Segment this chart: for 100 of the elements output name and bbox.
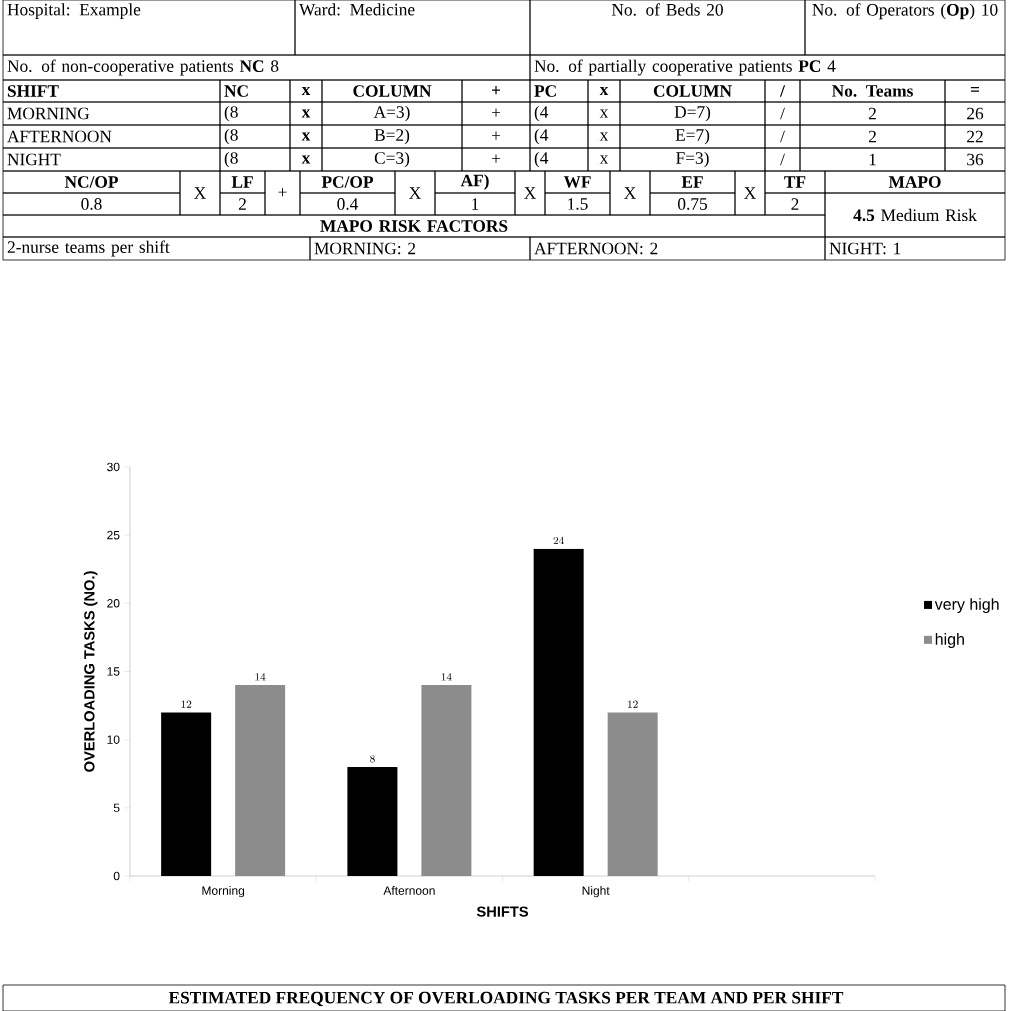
text: x — [301, 109, 311, 118]
text: AF) — [460, 174, 489, 190]
text: A=3) — [373, 105, 410, 122]
data-label: 8 — [370, 755, 375, 763]
text: x — [301, 132, 311, 141]
text: C=3) — [374, 151, 410, 168]
bar — [421, 685, 472, 877]
text: x — [301, 155, 311, 164]
text: 2-nurse teams per shift — [7, 240, 170, 257]
text: Ward: Medicine — [299, 3, 415, 16]
text: x — [599, 132, 609, 141]
text: X — [194, 187, 206, 199]
text: 2 — [238, 198, 246, 210]
text: 22 — [967, 130, 983, 143]
text: MORNING — [7, 107, 90, 120]
x-tick-label: Morning — [202, 886, 245, 898]
text: x — [301, 87, 311, 95]
x-axis-title: SHIFTS — [476, 906, 529, 917]
text: (4 — [534, 151, 549, 168]
text: X — [409, 187, 421, 199]
data-label: 12 — [181, 700, 192, 708]
text: Hospital: Example — [7, 3, 141, 19]
text: x — [599, 155, 609, 164]
data-label: 14 — [441, 673, 452, 681]
text: PC/OP — [321, 176, 374, 188]
data-label: 24 — [553, 536, 564, 545]
x-tick-label: Night — [582, 886, 610, 898]
text: 2 — [868, 107, 876, 120]
y-tick-label: 20 — [107, 599, 120, 608]
text: 1.5 — [568, 198, 588, 210]
text: NIGHT — [7, 153, 61, 166]
text: WF — [563, 176, 591, 188]
text: 0.4 — [337, 198, 359, 210]
text: 1 — [472, 198, 479, 210]
text: 2 — [868, 130, 876, 143]
text: 26 — [967, 107, 984, 120]
y-tick-label: 10 — [107, 735, 120, 744]
y-tick-label: 25 — [107, 530, 120, 540]
legend-label: high — [935, 633, 964, 648]
text: NC/OP — [64, 176, 118, 188]
text: / — [780, 153, 785, 166]
text: + — [491, 108, 501, 117]
bar — [161, 712, 212, 877]
text: TF — [784, 176, 806, 188]
text: + — [491, 131, 501, 140]
text: D=7) — [674, 105, 711, 122]
data-label: 14 — [255, 673, 266, 681]
text: No. of Beds 20 — [611, 3, 723, 16]
text: = — [970, 86, 979, 92]
text: X — [624, 187, 636, 199]
text: / — [780, 107, 785, 120]
text: MAPO — [888, 176, 941, 188]
text: x — [599, 87, 609, 95]
text: 1 — [869, 153, 876, 166]
text: COLUMN — [353, 85, 432, 97]
bar — [235, 685, 286, 877]
text: NC — [224, 85, 248, 97]
text: X — [744, 187, 756, 199]
text: 0.8 — [81, 198, 102, 210]
x-tick-label: Afternoon — [383, 886, 435, 895]
text: 2 — [791, 198, 799, 210]
text: NIGHT: 1 — [829, 242, 901, 255]
text: No. of Operators (Op) 10 — [812, 3, 998, 20]
text: X — [524, 187, 536, 199]
text: 0.75 — [678, 198, 707, 210]
text: (8 — [224, 105, 238, 122]
text: LF — [231, 176, 253, 188]
y-tick-label: 30 — [107, 462, 120, 472]
text: PC — [534, 85, 556, 97]
text: E=7) — [675, 128, 710, 145]
text: F=3) — [676, 151, 709, 168]
text: MORNING: 2 — [314, 242, 416, 255]
text: / — [779, 85, 786, 97]
y-tick-label: 5 — [113, 803, 120, 813]
text: (4 — [534, 128, 549, 145]
text: (8 — [224, 151, 238, 168]
text: x — [599, 109, 609, 118]
text: 4.5 Medium Risk — [853, 208, 977, 222]
text: + — [278, 188, 287, 197]
text: No. of non-cooperative patients NC 8 — [7, 59, 279, 76]
y-tick-label: 15 — [107, 667, 120, 676]
text: B=2) — [374, 128, 410, 145]
text: (4 — [534, 105, 549, 122]
text: / — [780, 130, 785, 143]
text: + — [491, 154, 501, 163]
legend-label: very high — [934, 598, 999, 614]
text: ESTIMATED FREQUENCY OF OVERLOADING TASKS PER TEAM AND PER SHIFT — [168, 991, 844, 1007]
text: COLUMN — [653, 85, 732, 97]
y-tick-label: 0 — [113, 871, 120, 881]
bar — [533, 548, 584, 877]
text: SHIFT — [7, 85, 59, 97]
text: AFTERNOON: 2 — [534, 242, 658, 255]
text: AFTERNOON — [7, 130, 112, 143]
bar — [347, 766, 398, 877]
data-label: 12 — [628, 700, 638, 708]
text: 36 — [967, 153, 984, 166]
bar — [607, 712, 658, 877]
text: EF — [681, 176, 703, 188]
text: MAPO RISK FACTORS — [320, 220, 508, 232]
text: No. of partially cooperative patients PC 4 — [534, 59, 836, 76]
